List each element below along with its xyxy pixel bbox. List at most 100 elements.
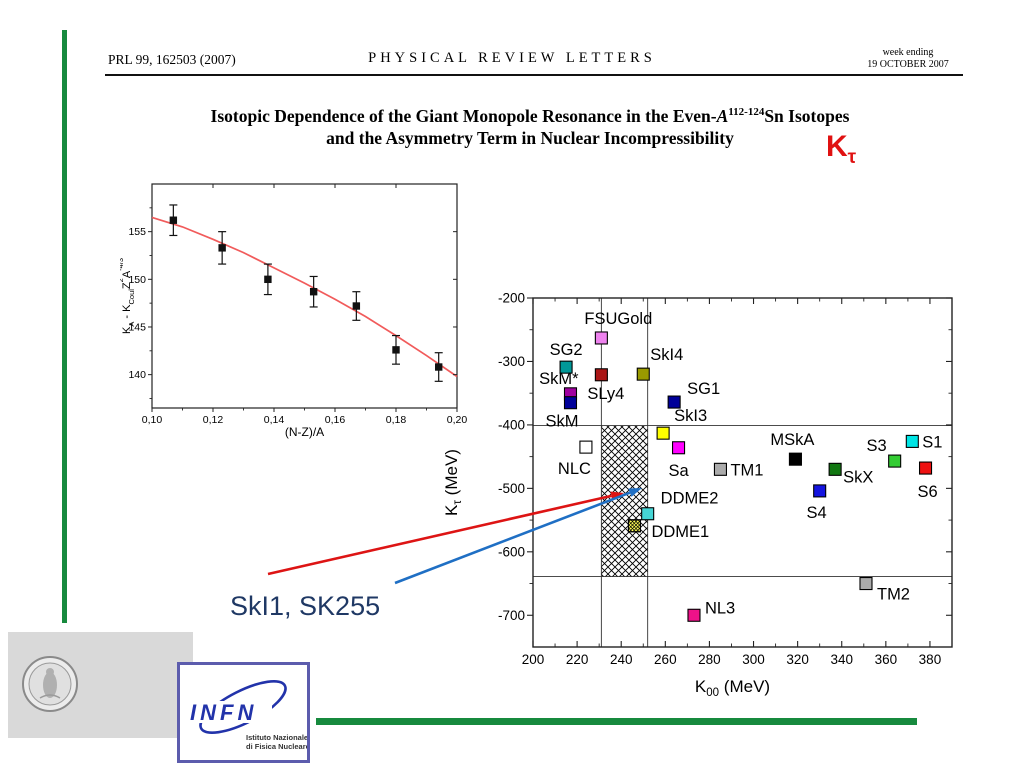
model-point-SkM [563, 396, 578, 410]
model-point-FSUGold [594, 331, 608, 345]
svg-text:-700: -700 [498, 608, 525, 623]
svg-text:0,18: 0,18 [386, 414, 407, 426]
model-point-SG2 [559, 360, 573, 374]
week-ending-block: week ending 19 OCTOBER 2007 [852, 47, 964, 70]
model-point-MSkA [788, 452, 802, 466]
model-point-S6 [918, 461, 933, 475]
svg-text:300: 300 [742, 652, 765, 667]
paper-title-line1: Isotopic Dependence of the Giant Monopol… [210, 105, 850, 126]
svg-text:150: 150 [128, 274, 146, 286]
model-label-FSUGold: FSUGold [584, 310, 652, 328]
gmr-data-point [218, 244, 226, 252]
gmr-data-point [169, 216, 178, 224]
model-point-SkI4 [636, 367, 650, 381]
model-point-Sa [671, 441, 686, 455]
svg-text:340: 340 [830, 652, 853, 667]
model-label-SkI4: SkI4 [650, 346, 683, 364]
svg-text:-200: -200 [498, 291, 525, 306]
journal-reference: PRL 99, 162503 (2007) [108, 52, 236, 67]
model-point-TM1 [713, 462, 727, 476]
svg-text:145: 145 [128, 321, 146, 333]
svg-text:360: 360 [875, 652, 898, 667]
gmr-data-point [392, 346, 400, 354]
model-point-SLy4 [594, 368, 608, 382]
model-label-DDME1: DDME1 [651, 523, 709, 541]
model-point-NLC [579, 440, 593, 454]
model-point-S4 [813, 484, 827, 498]
model-label-SkI3: SkI3 [674, 407, 707, 425]
svg-text:260: 260 [654, 652, 677, 667]
paper-title-line2: and the Asymmetry Term in Nuclear Incomp… [326, 127, 734, 148]
svg-text:0,14: 0,14 [264, 414, 285, 426]
model-label-DDME2: DDME2 [661, 490, 719, 508]
model-label-SG1: SG1 [687, 380, 720, 398]
svg-text:200: 200 [522, 652, 545, 667]
model-label-S3: S3 [866, 437, 886, 455]
infn-logo-icon: INFN Istituto Nazionale di Fisica Nuclea… [186, 680, 307, 751]
model-label-S6: S6 [917, 483, 937, 501]
model-label-S1: S1 [922, 433, 942, 451]
svg-text:280: 280 [698, 652, 721, 667]
model-point-S3 [888, 454, 902, 468]
model-label-NLC: NLC [558, 460, 591, 478]
bottom-accent-bar [316, 718, 917, 725]
model-label-SG2: SG2 [550, 341, 583, 359]
model-label-S4: S4 [806, 504, 826, 522]
infn-subtitle-2: di Fisica Nucleare [246, 742, 307, 751]
university-seal-icon [22, 656, 78, 712]
ktau-highlight-label: Kτ [826, 130, 857, 168]
svg-text:320: 320 [786, 652, 809, 667]
header-rule [105, 74, 963, 76]
model-point-SG1 [667, 395, 681, 409]
svg-text:0,20: 0,20 [447, 414, 468, 426]
model-label-Sa: Sa [668, 462, 689, 480]
model-point-SkI3 [656, 426, 670, 440]
svg-text:0,10: 0,10 [142, 414, 163, 426]
svg-text:0,12: 0,12 [203, 414, 224, 426]
gmr-data-point [309, 288, 318, 296]
model-label-SLy4: SLy4 [587, 385, 624, 403]
svg-text:-400: -400 [498, 417, 525, 432]
left-accent-bar [62, 30, 67, 623]
model-label-MSkA: MSkA [770, 431, 814, 449]
gmr-fit-chart: 0,10 0,12 0,14 0,16 0,18 0,20 140 145 150 155 (N-Z… [120, 183, 468, 439]
week-ending-label: week ending [882, 47, 934, 58]
svg-text:0,16: 0,16 [325, 414, 346, 426]
model-label-SkX: SkX [843, 468, 873, 486]
model-point-NL3 [687, 608, 701, 622]
gmr-data-point [435, 363, 443, 371]
svg-text:Kτ (MeV): Kτ (MeV) [442, 449, 464, 516]
model-label-TM2: TM2 [877, 586, 910, 604]
model-label-NL3: NL3 [705, 599, 735, 617]
paper-title: Isotopic Dependence of the Giant Monopol… [90, 101, 970, 149]
ktau-k00-chart: 200 220 240 260 280 300 320 340 360 380 -700 -600 -5… [442, 291, 953, 699]
model-label-TM1: TM1 [730, 461, 763, 479]
gmr-data-point [264, 275, 272, 284]
svg-text:KA - KCoulZ2A-4/3: KA - KCoulZ2A-4/3 [120, 258, 136, 334]
model-point-TM2 [859, 576, 873, 591]
svg-text:380: 380 [919, 652, 942, 667]
infn-logo-box: INFN Istituto Nazionale di Fisica Nuclea… [177, 662, 310, 763]
svg-text:240: 240 [610, 652, 633, 667]
infn-name: INFN [190, 700, 257, 725]
model-point-SkX [828, 462, 842, 476]
svg-text:K00 (MeV): K00 (MeV) [695, 677, 770, 699]
journal-name: PHYSICAL REVIEW LETTERS [368, 50, 656, 66]
infn-subtitle-1: Istituto Nazionale [246, 733, 307, 742]
ski1-sk255-annotation: SkI1, SK255 [230, 591, 381, 621]
university-logo-box: UNIVERSITÀ DEGLI STUDI DI MILANO [8, 632, 193, 738]
svg-text:220: 220 [566, 652, 589, 667]
model-label-SkM*: SkM* [539, 370, 579, 388]
svg-text:140: 140 [128, 369, 146, 381]
model-label-SkM: SkM [545, 413, 578, 431]
model-point-S1 [905, 434, 919, 448]
gmr-data-point [352, 302, 361, 310]
issue-date: 19 OCTOBER 2007 [867, 58, 949, 70]
svg-text:155: 155 [128, 226, 146, 238]
svg-text:-300: -300 [498, 354, 525, 369]
svg-text:(N-Z)/A: (N-Z)/A [285, 425, 324, 439]
svg-text:-500: -500 [498, 481, 525, 496]
model-point-DDME2 [641, 507, 655, 521]
svg-text:-600: -600 [498, 544, 525, 559]
